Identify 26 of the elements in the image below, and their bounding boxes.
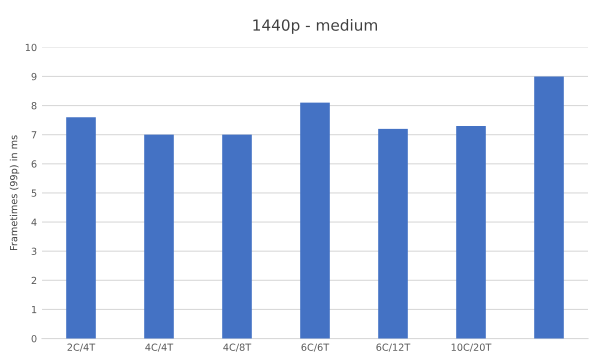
y-tick-label: 0 [32, 335, 36, 342]
bar [300, 102, 330, 339]
y-tick-label: 5 [32, 190, 36, 197]
y-tick-label: 10 [26, 44, 36, 52]
bar [534, 76, 564, 339]
bar [66, 117, 96, 339]
y-tick-label: 8 [32, 102, 36, 110]
x-tick-label: 6C/12T [376, 344, 410, 352]
chart-title: 1440p - medium [253, 19, 377, 34]
y-tick-label: 6 [32, 160, 37, 168]
bar [456, 126, 486, 339]
y-tick-label: 9 [32, 72, 36, 80]
x-tick-label: 2C/4T [68, 344, 96, 352]
x-tick-label: 4C/4T [145, 344, 174, 352]
y-tick-label: 1 [32, 306, 36, 314]
x-tick-label: 4C/8T [223, 344, 252, 352]
y-tick-label: 2 [32, 276, 36, 284]
x-tick-label: 10C/20T [452, 344, 492, 352]
y-tick-label: 3 [32, 248, 36, 255]
y-tick-label: 4 [31, 218, 37, 226]
bar [378, 128, 408, 339]
x-tick-label: 6C/6T [301, 344, 330, 352]
y-tick-label: 7 [32, 131, 36, 138]
bar [222, 134, 252, 339]
bar [144, 134, 174, 339]
y-axis-title: Frametimes (99p) in ms [10, 135, 20, 250]
